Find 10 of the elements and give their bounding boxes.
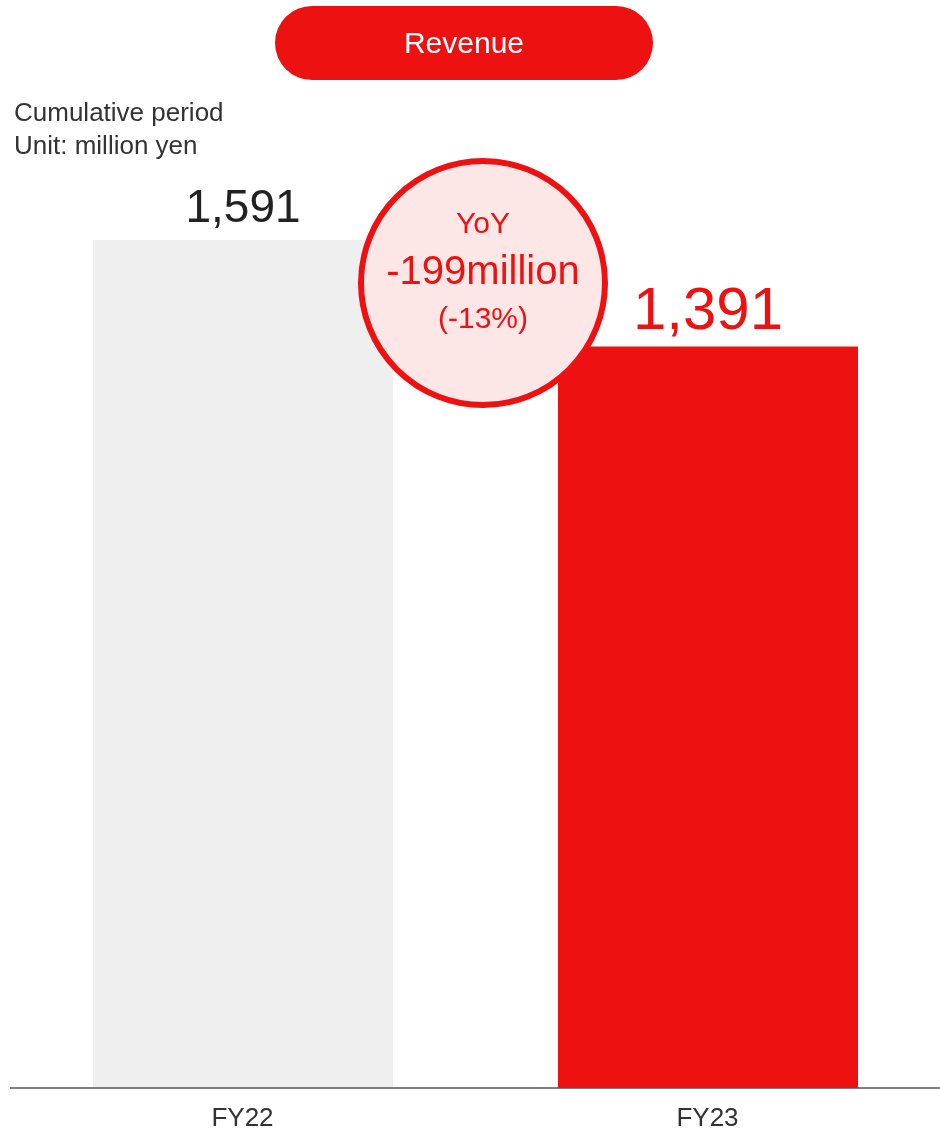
text: Unit: million yen	[14, 129, 199, 162]
data-label: 1,591	[185, 180, 301, 232]
data-label: 1,391	[632, 274, 784, 342]
text: YoY	[455, 205, 511, 241]
x-tick-label: FY23	[676, 1102, 739, 1133]
x-tick-label: FY22	[211, 1102, 274, 1133]
chart-subtitle: Cumulative period	[14, 96, 224, 129]
annotation: -199million	[385, 247, 581, 294]
annotation: (-13%)	[437, 300, 529, 336]
chart-title: Revenue	[275, 6, 653, 80]
